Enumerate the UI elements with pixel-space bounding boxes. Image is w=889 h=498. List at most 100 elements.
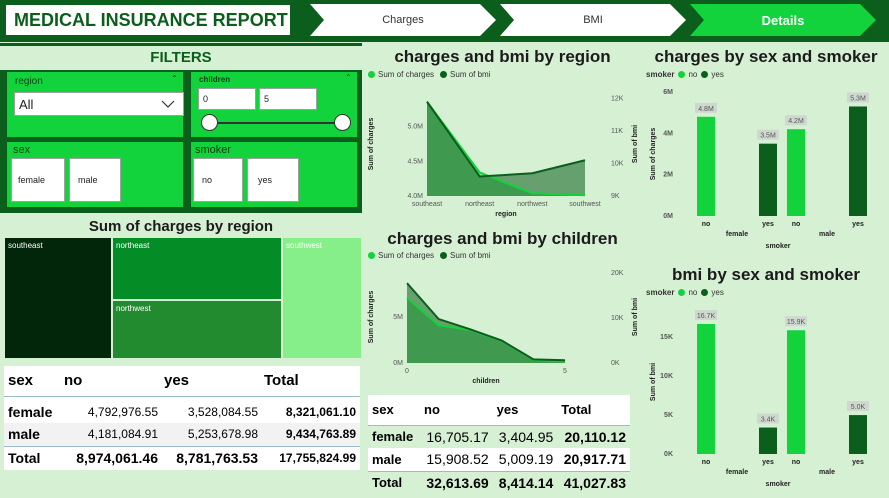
- data-label: 3.5M: [760, 133, 776, 140]
- charges-line: [426, 101, 586, 197]
- y2-tick-label: 12K: [611, 96, 624, 103]
- y-tick-label: 5K: [664, 412, 673, 419]
- y2-tick-label: 9K: [611, 193, 620, 200]
- nav-charges[interactable]: Charges: [310, 4, 496, 36]
- bar: [759, 427, 777, 454]
- matrix-header: Total: [561, 402, 592, 418]
- legend-dot-icon: [440, 252, 448, 259]
- x-axis-label: smoker: [766, 243, 791, 250]
- chevron-up-icon[interactable]: ⌃: [171, 74, 178, 83]
- charges-bar-legend: smoker no yes: [646, 70, 724, 79]
- chevron-shape-icon: [500, 4, 686, 36]
- legend-dot-icon: [701, 71, 709, 78]
- nav-bmi-label: BMI: [583, 14, 603, 26]
- sex-option-male[interactable]: male: [69, 158, 121, 202]
- legend-dot-icon: [701, 289, 709, 296]
- matrix-header: no: [64, 372, 83, 390]
- x-tick-label: no: [702, 221, 711, 228]
- y-tick-label: 4.0M: [407, 193, 423, 200]
- bmi-line: [426, 101, 586, 178]
- bmi-matrix: sex no yes Total female 16,705.17 3,404.…: [368, 395, 630, 491]
- y2-tick-label: 10K: [611, 315, 624, 322]
- data-label: 16.7K: [697, 313, 716, 320]
- y-tick-label: 4M: [663, 130, 673, 137]
- sex-option-female[interactable]: female: [11, 158, 65, 202]
- matrix-row-label: male: [372, 451, 402, 467]
- matrix-cell: 16,705.17: [426, 428, 489, 445]
- bmi-bar-legend: smoker no yes: [646, 288, 724, 297]
- charges-bar-chart: 0M 2M 4M 6M 4.8M no 3.5M yes female 4.2M no 5.3M yes…: [650, 89, 869, 250]
- nav-details[interactable]: Details: [690, 4, 876, 36]
- chevron-shape-icon: [690, 4, 876, 36]
- y-tick-label: 10K: [660, 373, 673, 380]
- legend-dot-icon: [368, 71, 375, 78]
- y-tick-label: 0K: [664, 451, 673, 458]
- y-axis-label: Sum of charges: [368, 118, 375, 171]
- matrix-row-label: female: [372, 429, 414, 445]
- matrix-total-cell: 32,613.69: [426, 474, 489, 491]
- nav-bmi[interactable]: BMI: [500, 4, 686, 36]
- bar: [759, 143, 777, 216]
- treemap-tile-northwest[interactable]: northwest: [112, 300, 282, 359]
- smoker-option-yes[interactable]: yes: [247, 158, 299, 202]
- children-chart-legend: Sum of charges Sum of bmi: [368, 251, 491, 260]
- smoker-option-no[interactable]: no: [193, 158, 243, 202]
- x-tick-label: 5: [563, 368, 567, 375]
- matrix-cell: 3,528,084.55: [187, 404, 258, 419]
- data-label: 5.0K: [851, 404, 866, 411]
- children-min-input[interactable]: 0: [198, 88, 256, 110]
- matrix-cell-total: 8,321,061.10: [285, 404, 356, 419]
- bar: [849, 415, 867, 454]
- region-slicer: region ⌃ All: [7, 72, 184, 137]
- matrix-header: sex: [8, 372, 34, 390]
- y-tick-label: 0M: [393, 360, 403, 367]
- y2-tick-label: 10K: [611, 161, 624, 168]
- legend-label: no: [688, 70, 698, 79]
- matrix-cell-total: 20,110.12: [564, 428, 626, 445]
- treemap-tile-northeast[interactable]: northeast: [112, 237, 282, 300]
- matrix-cell: 4,181,084.91: [87, 427, 158, 442]
- chevron-up-icon[interactable]: ⌃: [345, 73, 352, 82]
- matrix-cell: 3,404.95: [498, 428, 554, 445]
- sex-slicer-label: sex: [13, 144, 31, 156]
- bar: [787, 330, 805, 454]
- data-label-bg: [847, 401, 869, 412]
- region-dropdown[interactable]: All: [14, 92, 184, 116]
- matrix-row-label: male: [8, 426, 40, 443]
- children-slicer-label: children: [199, 75, 231, 84]
- report-title: MEDICAL INSURANCE REPORT: [5, 4, 291, 36]
- y-axis-label: Sum of charges: [650, 128, 657, 181]
- treemap-tile-southeast[interactable]: southeast: [4, 237, 112, 359]
- bar: [697, 116, 715, 216]
- x-axis-label: region: [495, 211, 516, 218]
- region-area-chart: 4.0M 4.5M 5.0M 9K 10K 11K 12K southeast northeas…: [368, 96, 639, 219]
- region-dropdown-value: All: [19, 96, 34, 112]
- data-label: 5.3M: [850, 95, 866, 102]
- children-slider-max-handle[interactable]: [334, 114, 351, 131]
- matrix-header: sex: [372, 402, 394, 418]
- y-tick-label: 15K: [660, 334, 673, 341]
- treemap-tile-southwest[interactable]: southwest: [282, 237, 362, 359]
- data-label-bg: [785, 316, 807, 327]
- charges-matrix-body: female 4,792,976.55 3,528,084.55 8,321,0…: [4, 400, 360, 470]
- matrix-cell: 5,009.19: [498, 451, 554, 468]
- matrix-header: yes: [164, 372, 190, 390]
- legend-dot-icon: [678, 289, 686, 296]
- nav-details-label: Details: [761, 12, 805, 28]
- bar: [849, 106, 867, 216]
- x-axis-label: smoker: [766, 481, 791, 488]
- x-tick-label: yes: [852, 459, 864, 466]
- data-label-bg: [695, 310, 717, 321]
- children-max-input[interactable]: 5: [259, 88, 317, 110]
- bmi-area: [407, 283, 565, 363]
- y-axis-label: Sum of bmi: [650, 363, 657, 401]
- legend-label: Sum of charges: [378, 70, 435, 79]
- legend-label: yes: [711, 70, 724, 79]
- children-slider-min-handle[interactable]: [201, 114, 218, 131]
- x-tick-label: northeast: [465, 201, 494, 208]
- data-label: 3.4K: [761, 417, 776, 424]
- matrix-cell: 4,792,976.55: [87, 404, 158, 419]
- matrix-total-cell: 8,781,763.53: [176, 449, 258, 466]
- data-label: 15.9K: [787, 319, 806, 326]
- children-chart-title: charges and bmi by children: [387, 229, 618, 248]
